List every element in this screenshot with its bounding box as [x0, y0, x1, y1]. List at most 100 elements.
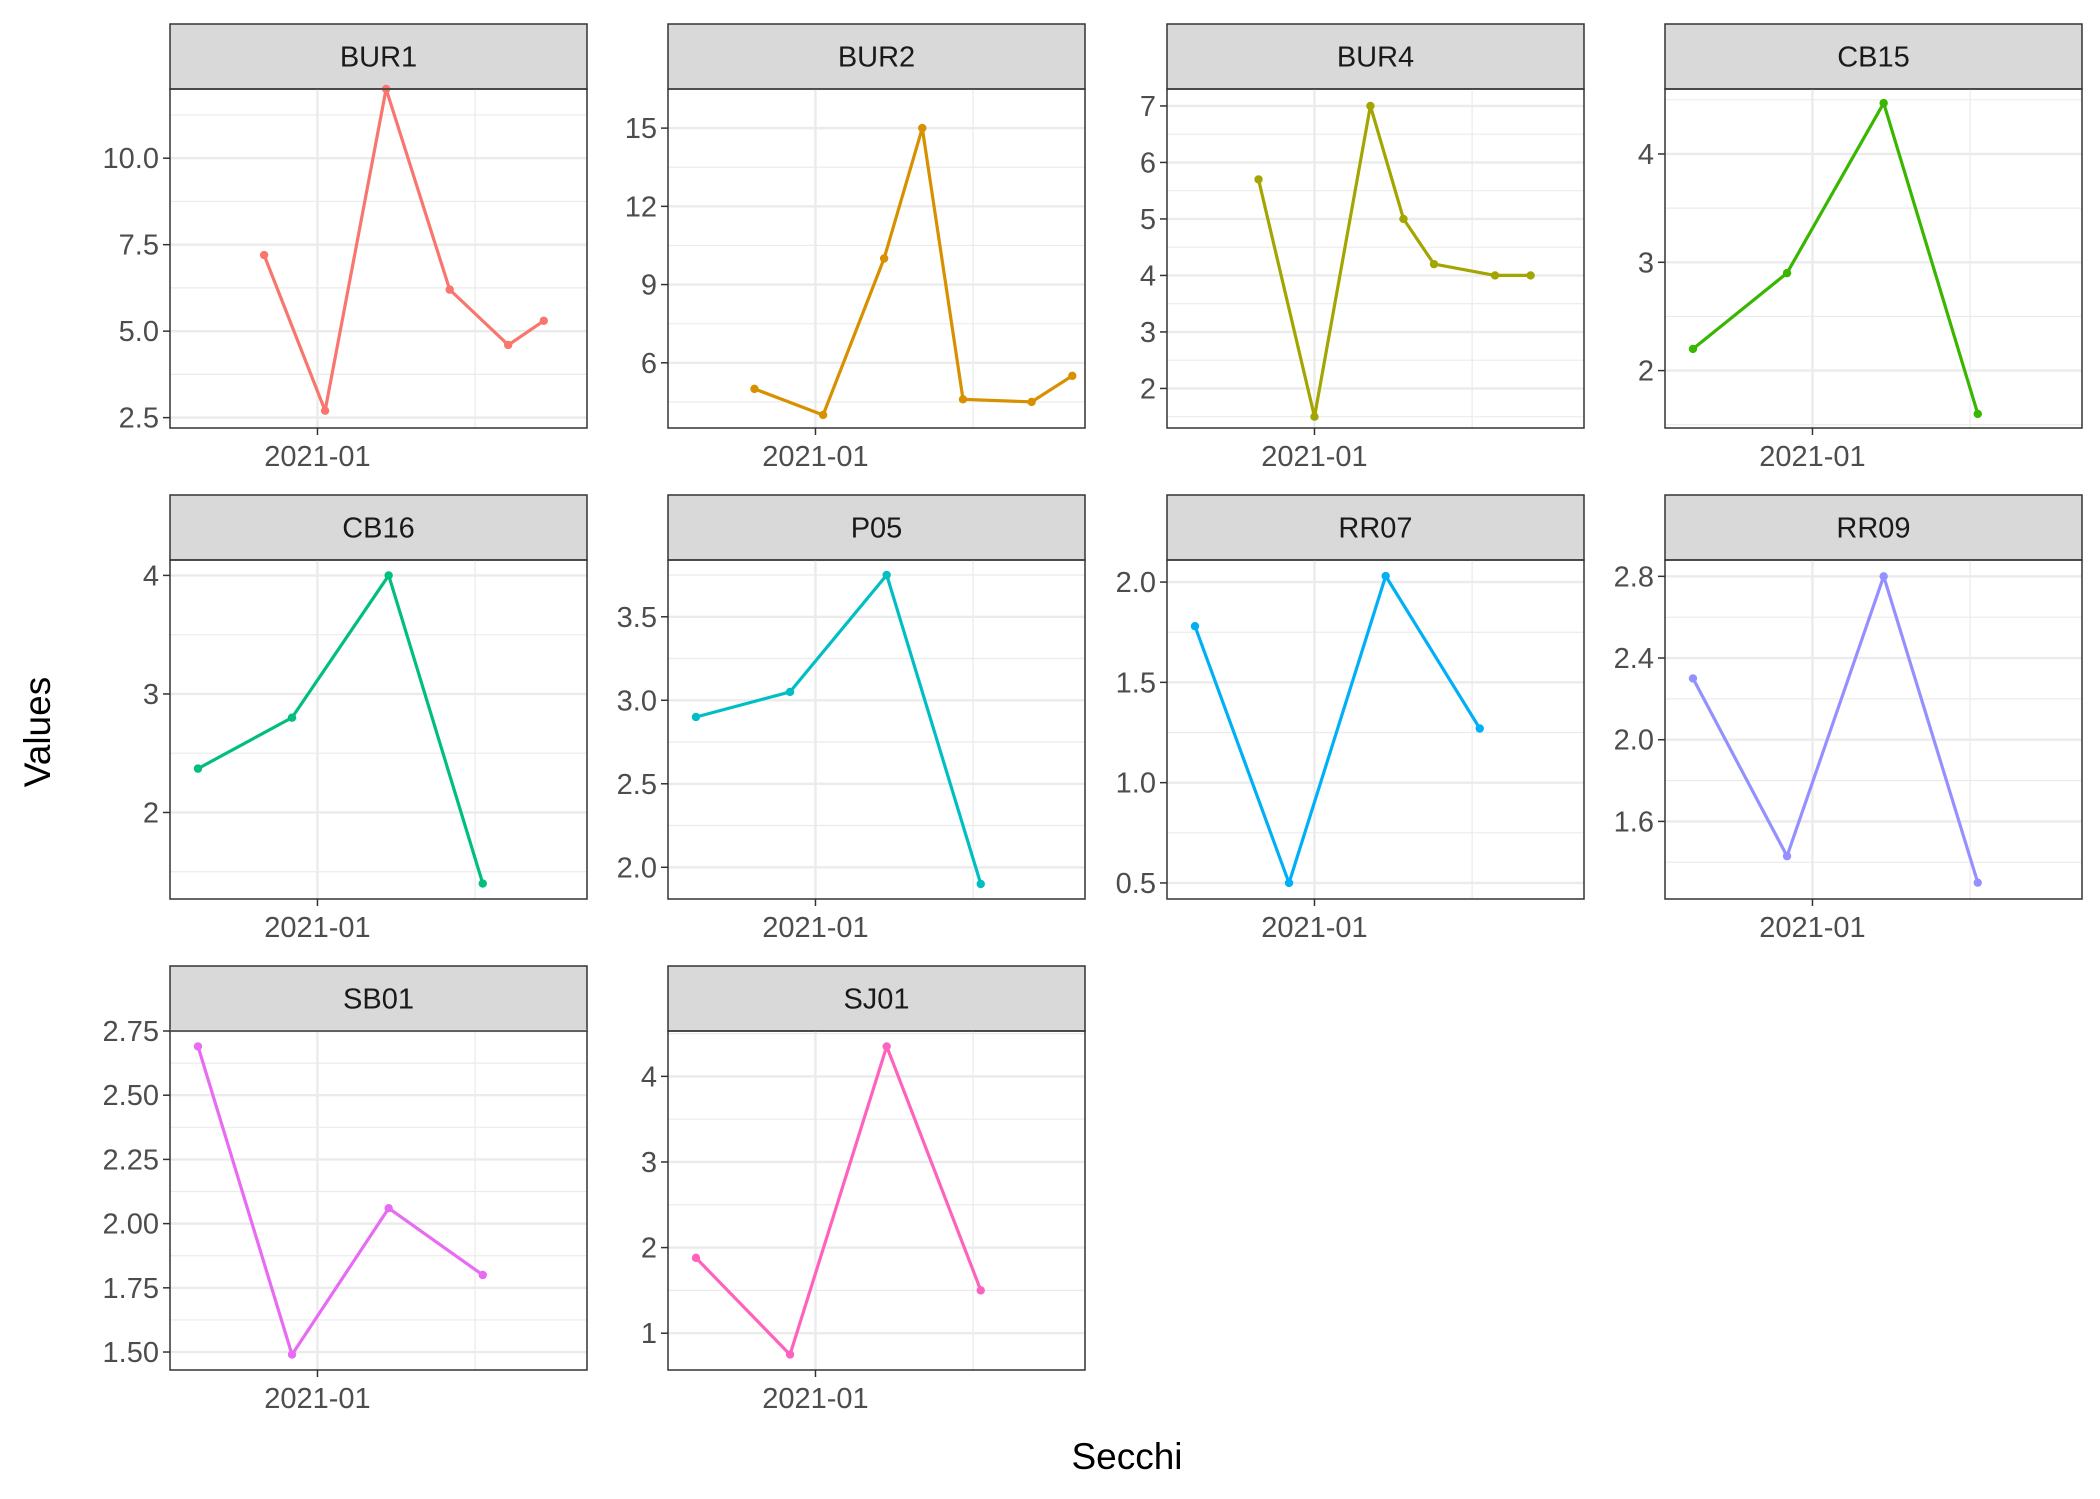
y-tick-label: 5.0 [119, 316, 159, 348]
data-point [384, 1204, 393, 1213]
facet-strip [169, 494, 588, 561]
facet-strip-label: BUR2 [838, 42, 915, 74]
facet-strip-label: P05 [851, 513, 903, 545]
data-point [259, 250, 269, 260]
facet-strip-label: CB16 [342, 513, 415, 545]
data-point [1688, 344, 1698, 354]
facet-strip-label: BUR1 [340, 42, 417, 74]
x-tick-label: 2021-01 [762, 441, 868, 473]
panel-border [667, 1030, 1086, 1371]
facet-strip [169, 23, 588, 90]
data-point [882, 1042, 891, 1051]
data-point [1526, 271, 1535, 280]
facet-panel-sb01: SB01 1.50 1.75 2.00 2.25 2.50 2.75 2021-01 [103, 965, 588, 1415]
series-line-rr07 [1193, 574, 1482, 885]
y-tick-label: 2 [143, 797, 159, 829]
panel-border [1664, 88, 2083, 429]
y-tick-label: 2.5 [617, 769, 657, 801]
y-tick-label: 0.5 [1116, 868, 1156, 900]
data-point [1068, 371, 1077, 381]
data-point [958, 395, 968, 404]
y-tick-label: 4 [1140, 260, 1156, 292]
y-tick-label: 7 [1140, 91, 1156, 123]
y-tick-label: 4 [143, 560, 159, 592]
panel-border [169, 1030, 588, 1371]
series-line-cb16 [197, 573, 485, 885]
x-tick-label: 2021-01 [264, 441, 370, 473]
data-point [1399, 214, 1408, 224]
data-point [1475, 724, 1484, 733]
panel-border [169, 88, 588, 429]
data-point [879, 254, 889, 263]
data-point [750, 384, 759, 394]
y-tick-label: 5 [1140, 204, 1156, 236]
data-point [976, 1286, 985, 1295]
series-line-sj01 [694, 1044, 983, 1357]
data-point [1027, 397, 1036, 407]
panel-border [169, 559, 588, 900]
x-tick-label: 2021-01 [1759, 441, 1865, 473]
y-tick-label: 2.00 [103, 1209, 159, 1241]
data-point [1973, 878, 1982, 887]
x-tick-label: 2021-01 [1759, 912, 1865, 944]
data-point [1879, 98, 1888, 108]
series-line-cb15 [1691, 101, 1980, 415]
series-line-p05 [695, 573, 983, 885]
data-point [1688, 674, 1698, 683]
facet-strip [1664, 494, 2083, 561]
data-point [445, 285, 454, 294]
y-tick-label: 2 [641, 1233, 657, 1265]
facet-panel-bur1: BUR1 2.5 5.0 7.5 10.0 2021-01 [103, 23, 588, 473]
y-tick-label: 12 [625, 191, 657, 223]
facet-panel-cb16: CB16 2 3 4 2021-01 [143, 494, 588, 944]
y-tick-label: 2.0 [1614, 725, 1654, 757]
panel-grid [170, 560, 587, 899]
data-point [287, 1350, 297, 1359]
y-tick-label: 3 [143, 679, 159, 711]
y-tick-label: 3 [1638, 247, 1654, 279]
data-point [785, 1350, 795, 1359]
y-tick-label: 3.5 [617, 602, 657, 634]
y-tick-label: 4 [641, 1061, 657, 1093]
y-tick-label: 2.0 [1116, 567, 1156, 599]
y-tick-label: 2.0 [617, 852, 657, 884]
data-point [1254, 175, 1263, 184]
facet-strip [667, 23, 1086, 90]
data-point [1190, 621, 1200, 631]
facet-panel-rr07: RR07 0.5 1.0 1.5 2.0 2021-01 [1116, 494, 1585, 944]
x-tick-label: 2021-01 [762, 912, 868, 944]
x-tick-label: 2021-01 [264, 912, 370, 944]
facet-panel-p05: P05 2.0 2.5 3.0 3.5 2021-01 [617, 494, 1086, 944]
facet-panels: BUR12.55.07.510.02021-01BUR26912152021-0… [103, 23, 2083, 1415]
y-tick-label: 6 [641, 348, 657, 380]
data-point [1973, 409, 1982, 419]
y-tick-label: 1.50 [103, 1337, 159, 1369]
facet-panel-bur4: BUR4 2 3 4 5 6 7 2021-01 [1140, 23, 1585, 473]
data-point [691, 1253, 701, 1263]
x-axis-title: Secchi [1071, 1436, 1182, 1477]
data-point [1381, 571, 1390, 581]
facet-strip [1166, 494, 1585, 561]
data-point [976, 879, 985, 889]
facet-panel-bur2: BUR2 6 9 12 15 2021-01 [625, 23, 1086, 473]
x-tick-label: 2021-01 [264, 1383, 370, 1415]
facet-strip-label: SJ01 [843, 984, 909, 1016]
data-point [539, 316, 548, 325]
data-point [785, 687, 795, 697]
y-tick-label: 2.5 [119, 403, 159, 435]
data-point [882, 570, 891, 580]
panel-border [1166, 559, 1585, 900]
y-tick-label: 10.0 [103, 143, 159, 175]
data-point [384, 571, 393, 580]
series-line-rr09 [1691, 574, 1980, 884]
y-tick-label: 1.5 [1116, 667, 1156, 699]
data-point [1284, 878, 1294, 888]
data-point [1490, 271, 1500, 280]
data-point [691, 712, 701, 722]
facet-strip [1664, 23, 2083, 90]
data-point [1429, 259, 1439, 269]
y-tick-label: 1.6 [1614, 806, 1654, 838]
y-tick-label: 3.0 [617, 685, 657, 717]
facet-strip [169, 965, 588, 1032]
